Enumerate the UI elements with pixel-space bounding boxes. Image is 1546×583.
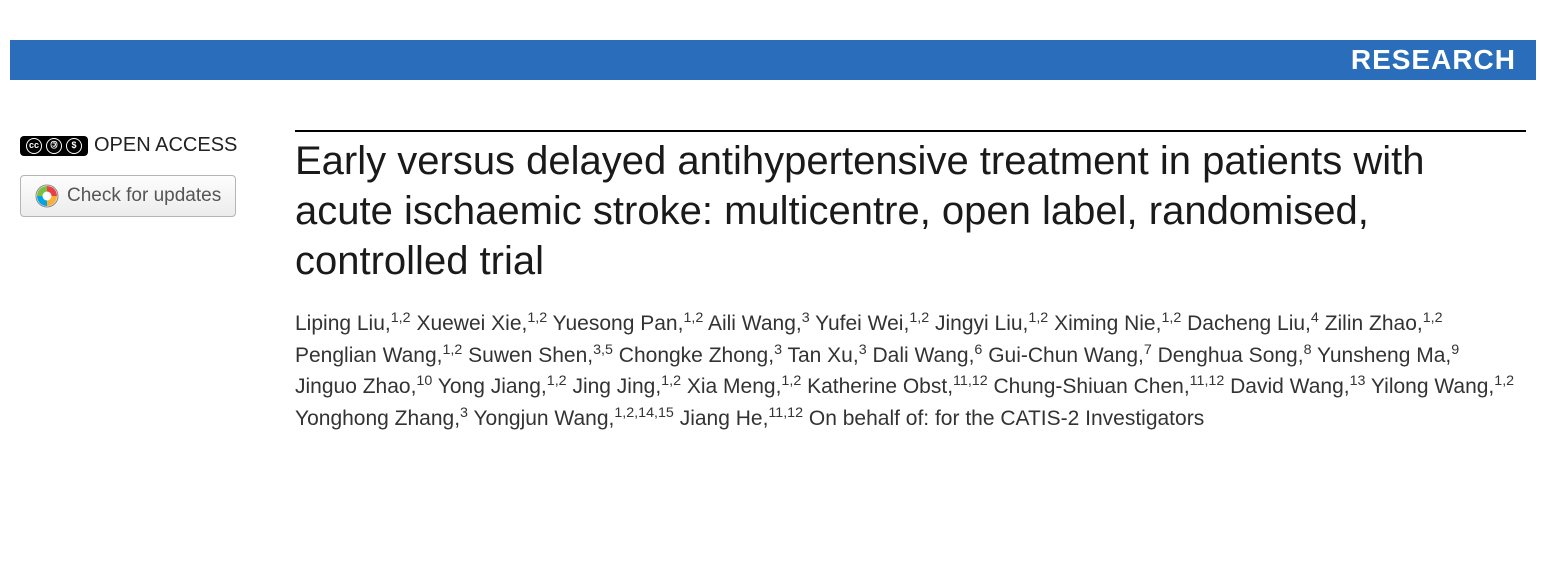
author-affiliation: 11,12	[768, 405, 803, 421]
author-affiliation: 11,12	[953, 373, 988, 389]
cc-glyph: cc	[26, 138, 42, 154]
author-affiliation: 3,5	[593, 342, 613, 358]
author-affiliation: 1,2	[1494, 373, 1514, 389]
author-affiliation: 3	[774, 342, 782, 358]
author-affiliation: 1,2	[442, 342, 462, 358]
banner-label: RESEARCH	[1351, 44, 1516, 75]
author-affiliation: 1,2	[909, 310, 929, 326]
author-affiliation: 13	[1350, 373, 1366, 389]
author-affiliation: 1,2	[391, 310, 411, 326]
section-banner: RESEARCH	[10, 40, 1536, 80]
author-affiliation: 3	[859, 342, 867, 358]
nc-glyph: $	[66, 138, 82, 154]
author-affiliation: 7	[1144, 342, 1152, 358]
author-affiliation: 3	[802, 310, 810, 326]
check-updates-label: Check for updates	[67, 185, 221, 207]
open-access-label: OPEN ACCESS	[94, 134, 237, 157]
cc-license-icon: cc 🄯 $	[20, 136, 88, 156]
author-affiliation: 11,12	[1190, 373, 1225, 389]
by-glyph: 🄯	[46, 138, 62, 154]
author-affiliation: 6	[974, 342, 982, 358]
author-affiliation: 1,2,14,15	[614, 405, 674, 421]
article-main: Early versus delayed antihypertensive tr…	[295, 130, 1526, 434]
author-affiliation: 8	[1304, 342, 1312, 358]
content-row: cc 🄯 $ OPEN ACCESS Check for updates Ea	[20, 130, 1526, 434]
author-affiliation: 1,2	[661, 373, 681, 389]
author-list: Liping Liu,1,2 Xuewei Xie,1,2 Yuesong Pa…	[295, 308, 1526, 434]
sidebar: cc 🄯 $ OPEN ACCESS Check for updates	[20, 130, 295, 434]
author-affiliation: 1,2	[781, 373, 801, 389]
author-affiliation: 1,2	[1028, 310, 1048, 326]
author-affiliation: 4	[1311, 310, 1319, 326]
crossmark-icon	[35, 184, 59, 208]
author-affiliation: 1,2	[547, 373, 567, 389]
author-affiliation: 10	[416, 373, 432, 389]
check-updates-button[interactable]: Check for updates	[20, 175, 236, 217]
author-affiliation: 1,2	[683, 310, 703, 326]
author-affiliation: 3	[460, 405, 468, 421]
author-affiliation: 9	[1451, 342, 1459, 358]
author-affiliation: 1,2	[527, 310, 547, 326]
article-title: Early versus delayed antihypertensive tr…	[295, 136, 1526, 286]
open-access-row: cc 🄯 $ OPEN ACCESS	[20, 134, 295, 157]
author-affiliation: 1,2	[1161, 310, 1181, 326]
author-affiliation: 1,2	[1423, 310, 1443, 326]
